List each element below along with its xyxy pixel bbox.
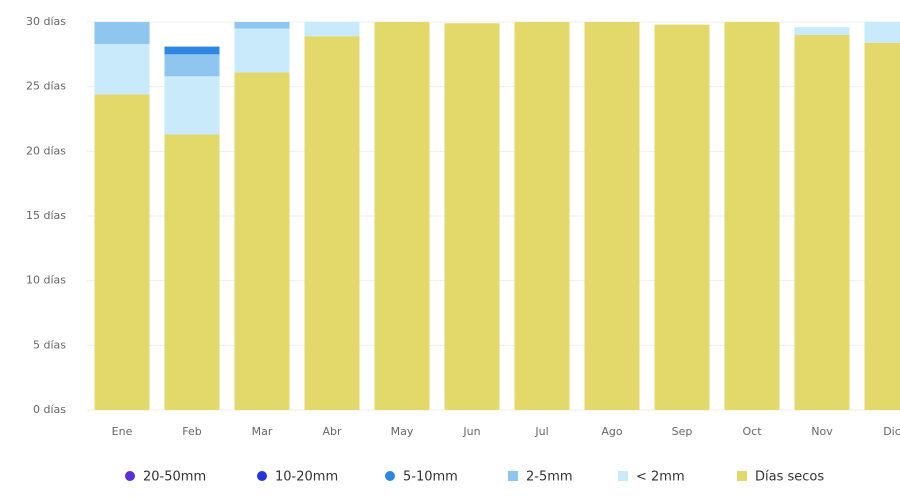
bar-segment [374, 22, 430, 410]
bar-segment [304, 22, 360, 37]
bar-segment [164, 76, 220, 135]
x-tick-label: Abr [322, 425, 342, 438]
bar-segment [164, 46, 220, 55]
bar-segment [794, 34, 850, 410]
x-tick-label: Oct [742, 425, 762, 438]
x-tick-label: Ene [112, 425, 133, 438]
legend-label: Días secos [755, 470, 824, 485]
x-tick-label: Ago [601, 425, 623, 438]
legend-marker [508, 471, 518, 481]
x-tick-label: Jun [462, 425, 480, 438]
bar-segment [724, 22, 780, 410]
y-tick-label: 5 días [33, 338, 66, 351]
legend-label: 2-5mm [526, 470, 573, 485]
bar-segment [234, 22, 290, 29]
y-tick-label: 20 días [26, 144, 66, 157]
legend-marker [385, 471, 395, 481]
y-tick-label: 30 días [26, 15, 66, 28]
legend-marker [618, 471, 628, 481]
bar-segment [444, 23, 500, 410]
bar-segment [94, 22, 150, 44]
legend-label: 5-10mm [403, 470, 458, 485]
x-tick-label: May [391, 425, 414, 438]
bar-segment [304, 36, 360, 411]
bar-segment [864, 42, 900, 411]
bar-segment [164, 134, 220, 410]
legend-marker [257, 471, 267, 481]
bar-segment [864, 22, 900, 43]
y-tick-label: 10 días [26, 274, 66, 287]
x-tick-label: Sep [672, 425, 693, 438]
bar-segment [164, 54, 220, 77]
bar-segment [514, 22, 570, 410]
legend-label: 10-20mm [275, 470, 338, 485]
bar-segment [654, 24, 710, 410]
bar-segment [584, 22, 640, 410]
y-tick-label: 0 días [33, 403, 66, 416]
y-tick-label: 15 días [26, 209, 66, 222]
legend-marker [737, 471, 747, 481]
y-tick-label: 25 días [26, 80, 66, 93]
legend-label: 20-50mm [143, 470, 206, 485]
x-tick-label: Nov [811, 425, 833, 438]
bar-segment [234, 28, 290, 73]
x-tick-label: Dic [883, 425, 900, 438]
bar-segment [94, 94, 150, 410]
bar-segment [234, 72, 290, 410]
x-tick-label: Feb [182, 425, 201, 438]
x-tick-label: Mar [252, 425, 273, 438]
x-tick-label: Jul [534, 425, 548, 438]
bar-segment [94, 43, 150, 95]
legend-marker [125, 471, 135, 481]
bar-segment [794, 27, 850, 35]
legend-label: < 2mm [636, 470, 685, 485]
